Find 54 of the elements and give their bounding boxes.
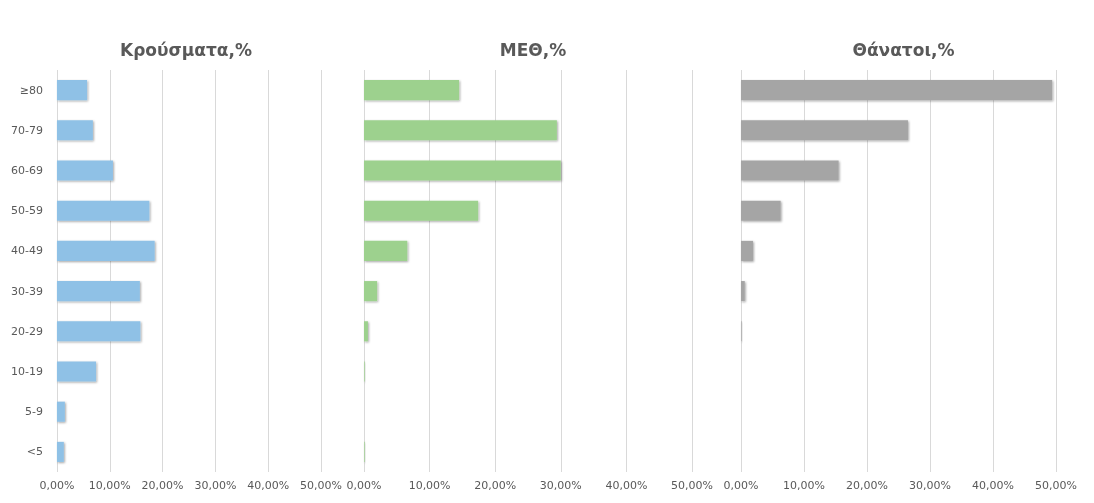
y-tick-label: 70-79: [10, 123, 43, 137]
y-tick-label: 30-39: [10, 284, 43, 298]
bar: [56, 361, 97, 382]
x-tick-label: 10,00%: [408, 479, 451, 492]
y-tick-label: 60-69: [10, 164, 43, 177]
x-tick-label: 50,00%: [300, 479, 342, 492]
bar: [56, 120, 93, 141]
bar: [56, 80, 88, 101]
chart-title: Θάνατοι,%: [852, 39, 955, 60]
x-tick-label: 0,00%: [346, 479, 382, 492]
x-tick-label: 30,00%: [909, 479, 951, 492]
x-tick-label: 40,00%: [972, 479, 1014, 492]
bar: [364, 240, 408, 261]
bar: [364, 160, 561, 181]
x-tick-label: 0,00%: [723, 479, 759, 492]
bar: [56, 321, 141, 342]
x-tick-label: 50,00%: [671, 479, 713, 492]
bar: [741, 200, 781, 221]
y-tick-label: 20-29: [10, 324, 43, 338]
y-tick-label: <5: [26, 445, 43, 459]
x-tick-label: 40,00%: [247, 479, 290, 492]
bar: [364, 321, 368, 342]
bar: [56, 401, 65, 422]
bar: [364, 80, 460, 101]
bar: [364, 281, 378, 302]
x-tick-label: 30,00%: [539, 479, 582, 492]
y-tick-label: 10-19: [10, 365, 43, 378]
x-tick-label: 10,00%: [88, 479, 131, 492]
bar: [56, 441, 64, 462]
bar: [56, 240, 155, 261]
x-tick-label: 40,00%: [605, 479, 648, 492]
x-tick-label: 30,00%: [194, 479, 237, 492]
bar: [364, 120, 557, 141]
bar: [741, 160, 839, 181]
bar: [364, 200, 479, 221]
x-tick-label: 20,00%: [141, 479, 184, 492]
x-tick-label: 0,00%: [39, 479, 75, 492]
y-tick-label: 50-59: [10, 204, 43, 218]
bar: [741, 120, 908, 141]
y-tick-label: ≥80: [19, 83, 43, 97]
x-tick-label: 20,00%: [474, 479, 517, 492]
bar: [741, 281, 745, 302]
chart-title: Κρούσματα,%: [120, 39, 252, 60]
y-tick-label: 40-49: [10, 244, 43, 258]
x-tick-label: 20,00%: [846, 479, 888, 492]
bar: [56, 160, 113, 181]
x-tick-label: 50,00%: [1035, 479, 1077, 492]
x-tick-label: 10,00%: [783, 479, 825, 492]
bar: [741, 80, 1053, 101]
chart-title: ΜΕΘ,%: [499, 39, 567, 60]
bar: [56, 200, 150, 221]
bar: [741, 240, 753, 261]
bar: [56, 281, 140, 302]
y-tick-label: 5-9: [24, 405, 43, 419]
